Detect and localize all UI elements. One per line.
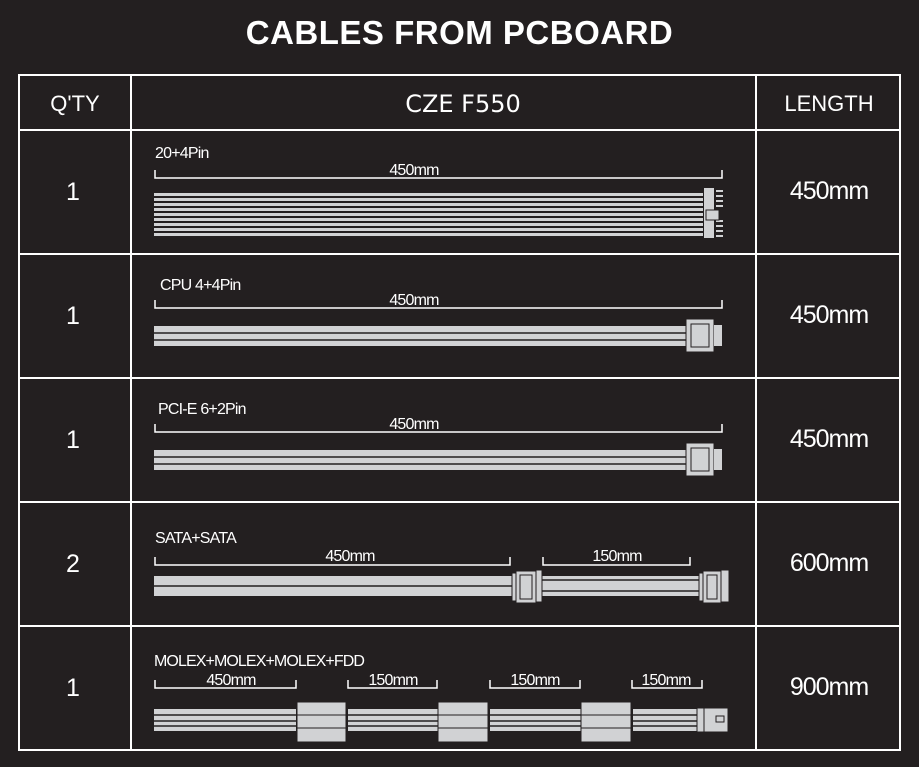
header-model: CZE F550 xyxy=(405,90,521,118)
sata-connector xyxy=(511,569,543,604)
dimension-line xyxy=(154,300,723,309)
segment-length: 150mm xyxy=(368,672,418,689)
dimension-line xyxy=(154,170,723,179)
molex-connector xyxy=(437,701,489,743)
dimension-line xyxy=(631,680,703,689)
dimension-line xyxy=(154,557,511,566)
row-qty: 1 xyxy=(66,426,80,454)
row-qty: 2 xyxy=(66,550,80,578)
dimension-line xyxy=(542,557,691,566)
wire-bundle xyxy=(154,450,689,470)
row-qty: 1 xyxy=(66,302,80,330)
cable-diagram-pcie: PCI-E 6+2Pin 450mm xyxy=(154,401,723,477)
segment-length: 150mm xyxy=(641,672,691,689)
table-grid xyxy=(18,74,901,751)
cable-diagram-cpu: CPU 4+4Pin 450mm xyxy=(154,277,723,353)
cpu-connector xyxy=(685,318,722,353)
pcie-connector xyxy=(685,442,722,477)
segment-length: 450mm xyxy=(389,162,439,179)
cable-name: MOLEX+MOLEX+MOLEX+FDD xyxy=(154,653,364,670)
dimension-line xyxy=(489,680,581,689)
row-length: 450mm xyxy=(790,301,869,329)
segment-length: 450mm xyxy=(325,548,375,565)
molex-connector xyxy=(296,701,347,743)
segment-length: 450mm xyxy=(389,416,439,433)
cable-diagram-24pin: 20+4Pin 450mm xyxy=(154,145,723,238)
molex-connector xyxy=(580,701,632,743)
header-qty: Q'TY xyxy=(50,91,100,116)
row-length: 900mm xyxy=(790,673,869,701)
row-length: 450mm xyxy=(790,425,869,453)
dimension-line xyxy=(347,680,438,689)
segment-length: 450mm xyxy=(206,672,256,689)
cable-name: PCI-E 6+2Pin xyxy=(158,401,246,418)
segment-length: 150mm xyxy=(510,672,560,689)
wire-bundle xyxy=(154,326,689,346)
cable-diagram-molex: MOLEX+MOLEX+MOLEX+FDD 450mm 150mm 150mm … xyxy=(154,653,729,743)
row-qty: 1 xyxy=(66,674,80,702)
wire-bundle xyxy=(154,193,703,236)
segment-length: 450mm xyxy=(389,292,439,309)
fdd-connector xyxy=(696,707,729,733)
dimension-line xyxy=(154,424,723,433)
cable-name: SATA+SATA xyxy=(155,530,237,547)
row-qty: 1 xyxy=(66,178,80,206)
cable-name: 20+4Pin xyxy=(155,145,209,162)
dimension-line xyxy=(154,680,297,689)
page-title: CABLES FROM PCBOARD xyxy=(245,14,674,51)
header-length: LENGTH xyxy=(784,91,873,116)
cable-name: CPU 4+4Pin xyxy=(160,277,241,294)
cable-diagram-sata: SATA+SATA 450mm 150mm xyxy=(154,530,730,604)
segment-length: 150mm xyxy=(592,548,642,565)
sata-connector xyxy=(698,569,730,604)
row-length: 600mm xyxy=(790,549,869,577)
atx-connector xyxy=(704,188,723,238)
wire-bundle xyxy=(542,576,700,596)
row-length: 450mm xyxy=(790,177,869,205)
